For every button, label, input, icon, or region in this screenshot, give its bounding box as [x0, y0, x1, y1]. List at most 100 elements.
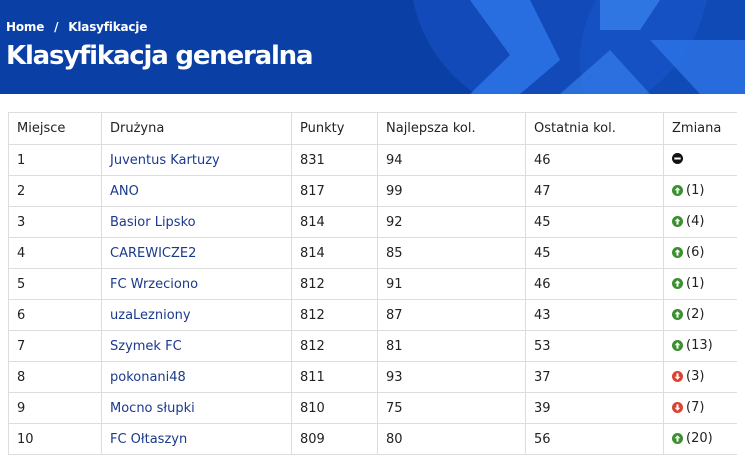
team-cell: CAREWICZE2 [101, 237, 292, 269]
column-header-best-round: Najlepsza kol. [377, 112, 526, 145]
points-cell: 812 [291, 299, 378, 331]
arrow-up-icon [672, 277, 683, 289]
team-link[interactable]: pokonani48 [110, 369, 186, 385]
points-cell: 817 [291, 175, 378, 207]
place-cell: 7 [8, 330, 102, 362]
team-link[interactable]: uzaLezniony [110, 307, 191, 323]
points-cell: 810 [291, 392, 378, 424]
change-cell: (6) [663, 237, 737, 269]
change-indicator: (13) [672, 338, 713, 353]
breadcrumb-home-link[interactable]: Home [6, 20, 45, 34]
table-row: 4 CAREWICZE2 814 85 45 (6) [8, 237, 737, 269]
table-header-row: Miejsce Drużyna Punkty Najlepsza kol. Os… [8, 112, 737, 145]
arrow-up-icon [672, 308, 683, 320]
change-indicator: (4) [672, 214, 704, 229]
change-value: (2) [686, 306, 705, 322]
best-round-cell: 75 [377, 392, 526, 424]
best-round-cell: 99 [377, 175, 526, 207]
change-value: (13) [686, 337, 713, 353]
header-decoration [413, 0, 745, 94]
arrow-up-icon [672, 432, 683, 444]
change-cell: (20) [663, 423, 737, 455]
table-row: 2 ANO 817 99 47 (1) [8, 175, 737, 207]
points-cell: 814 [291, 237, 378, 269]
change-value: (20) [686, 430, 713, 446]
last-round-cell: 47 [525, 175, 664, 207]
table-row: 9 Mocno słupki 810 75 39 (7) [8, 392, 737, 424]
last-round-cell: 39 [525, 392, 664, 424]
change-cell: (4) [663, 206, 737, 238]
team-link[interactable]: FC Wrzeciono [110, 276, 199, 292]
page-header: Home / Klasyfikacje Klasyfikacja general… [0, 0, 745, 94]
last-round-cell: 45 [525, 206, 664, 238]
best-round-cell: 91 [377, 268, 526, 300]
points-cell: 811 [291, 361, 378, 393]
change-indicator: (1) [672, 183, 704, 198]
place-cell: 8 [8, 361, 102, 393]
change-cell: (1) [663, 175, 737, 207]
arrow-up-icon [672, 246, 683, 258]
arrow-down-icon [672, 401, 683, 413]
best-round-cell: 85 [377, 237, 526, 269]
table-row: 6 uzaLezniony 812 87 43 (2) [8, 299, 737, 331]
team-cell: Szymek FC [101, 330, 292, 362]
change-value: (3) [686, 368, 705, 384]
last-round-cell: 46 [525, 144, 664, 176]
change-cell: (7) [663, 392, 737, 424]
change-cell: (13) [663, 330, 737, 362]
table-row: 10 FC Ołtaszyn 809 80 56 (20) [8, 423, 737, 455]
change-value: (1) [686, 275, 705, 291]
breadcrumb-current-link[interactable]: Klasyfikacje [68, 20, 148, 34]
team-link[interactable]: Mocno słupki [110, 400, 195, 416]
team-link[interactable]: CAREWICZE2 [110, 245, 197, 261]
column-header-place: Miejsce [8, 112, 102, 145]
place-cell: 5 [8, 268, 102, 300]
team-link[interactable]: Basior Lipsko [110, 214, 196, 230]
last-round-cell: 37 [525, 361, 664, 393]
arrow-down-icon [672, 370, 683, 382]
change-indicator: (2) [672, 307, 704, 322]
table-row: 5 FC Wrzeciono 812 91 46 (1) [8, 268, 737, 300]
change-cell [663, 144, 737, 176]
change-value: (1) [686, 182, 705, 198]
column-header-last-round: Ostatnia kol. [525, 112, 664, 145]
team-cell: FC Ołtaszyn [101, 423, 292, 455]
team-cell: pokonani48 [101, 361, 292, 393]
breadcrumb-separator: / [54, 20, 59, 34]
change-value: (4) [686, 213, 705, 229]
table-row: 3 Basior Lipsko 814 92 45 (4) [8, 206, 737, 238]
standings-table: Miejsce Drużyna Punkty Najlepsza kol. Os… [8, 112, 737, 455]
best-round-cell: 93 [377, 361, 526, 393]
last-round-cell: 56 [525, 423, 664, 455]
team-link[interactable]: Juventus Kartuzy [110, 152, 220, 168]
last-round-cell: 45 [525, 237, 664, 269]
place-cell: 2 [8, 175, 102, 207]
points-cell: 812 [291, 268, 378, 300]
standings-table-container: Miejsce Drużyna Punkty Najlepsza kol. Os… [8, 112, 737, 457]
team-link[interactable]: Szymek FC [110, 338, 182, 354]
place-cell: 3 [8, 206, 102, 238]
last-round-cell: 53 [525, 330, 664, 362]
team-cell: uzaLezniony [101, 299, 292, 331]
place-cell: 1 [8, 144, 102, 176]
last-round-cell: 46 [525, 268, 664, 300]
best-round-cell: 87 [377, 299, 526, 331]
table-row: 8 pokonani48 811 93 37 (3) [8, 361, 737, 393]
column-header-team: Drużyna [101, 112, 292, 145]
arrow-up-icon [672, 339, 683, 351]
change-indicator: (7) [672, 400, 704, 415]
change-cell: (3) [663, 361, 737, 393]
best-round-cell: 81 [377, 330, 526, 362]
team-link[interactable]: FC Ołtaszyn [110, 431, 188, 447]
team-cell: Mocno słupki [101, 392, 292, 424]
page-title: Klasyfikacja generalna [6, 41, 314, 71]
place-cell: 10 [8, 423, 102, 455]
change-cell: (2) [663, 299, 737, 331]
column-header-points: Punkty [291, 112, 378, 145]
place-cell: 9 [8, 392, 102, 424]
change-value: (6) [686, 244, 705, 260]
team-cell: ANO [101, 175, 292, 207]
best-round-cell: 94 [377, 144, 526, 176]
team-link[interactable]: ANO [110, 183, 139, 199]
place-cell: 6 [8, 299, 102, 331]
